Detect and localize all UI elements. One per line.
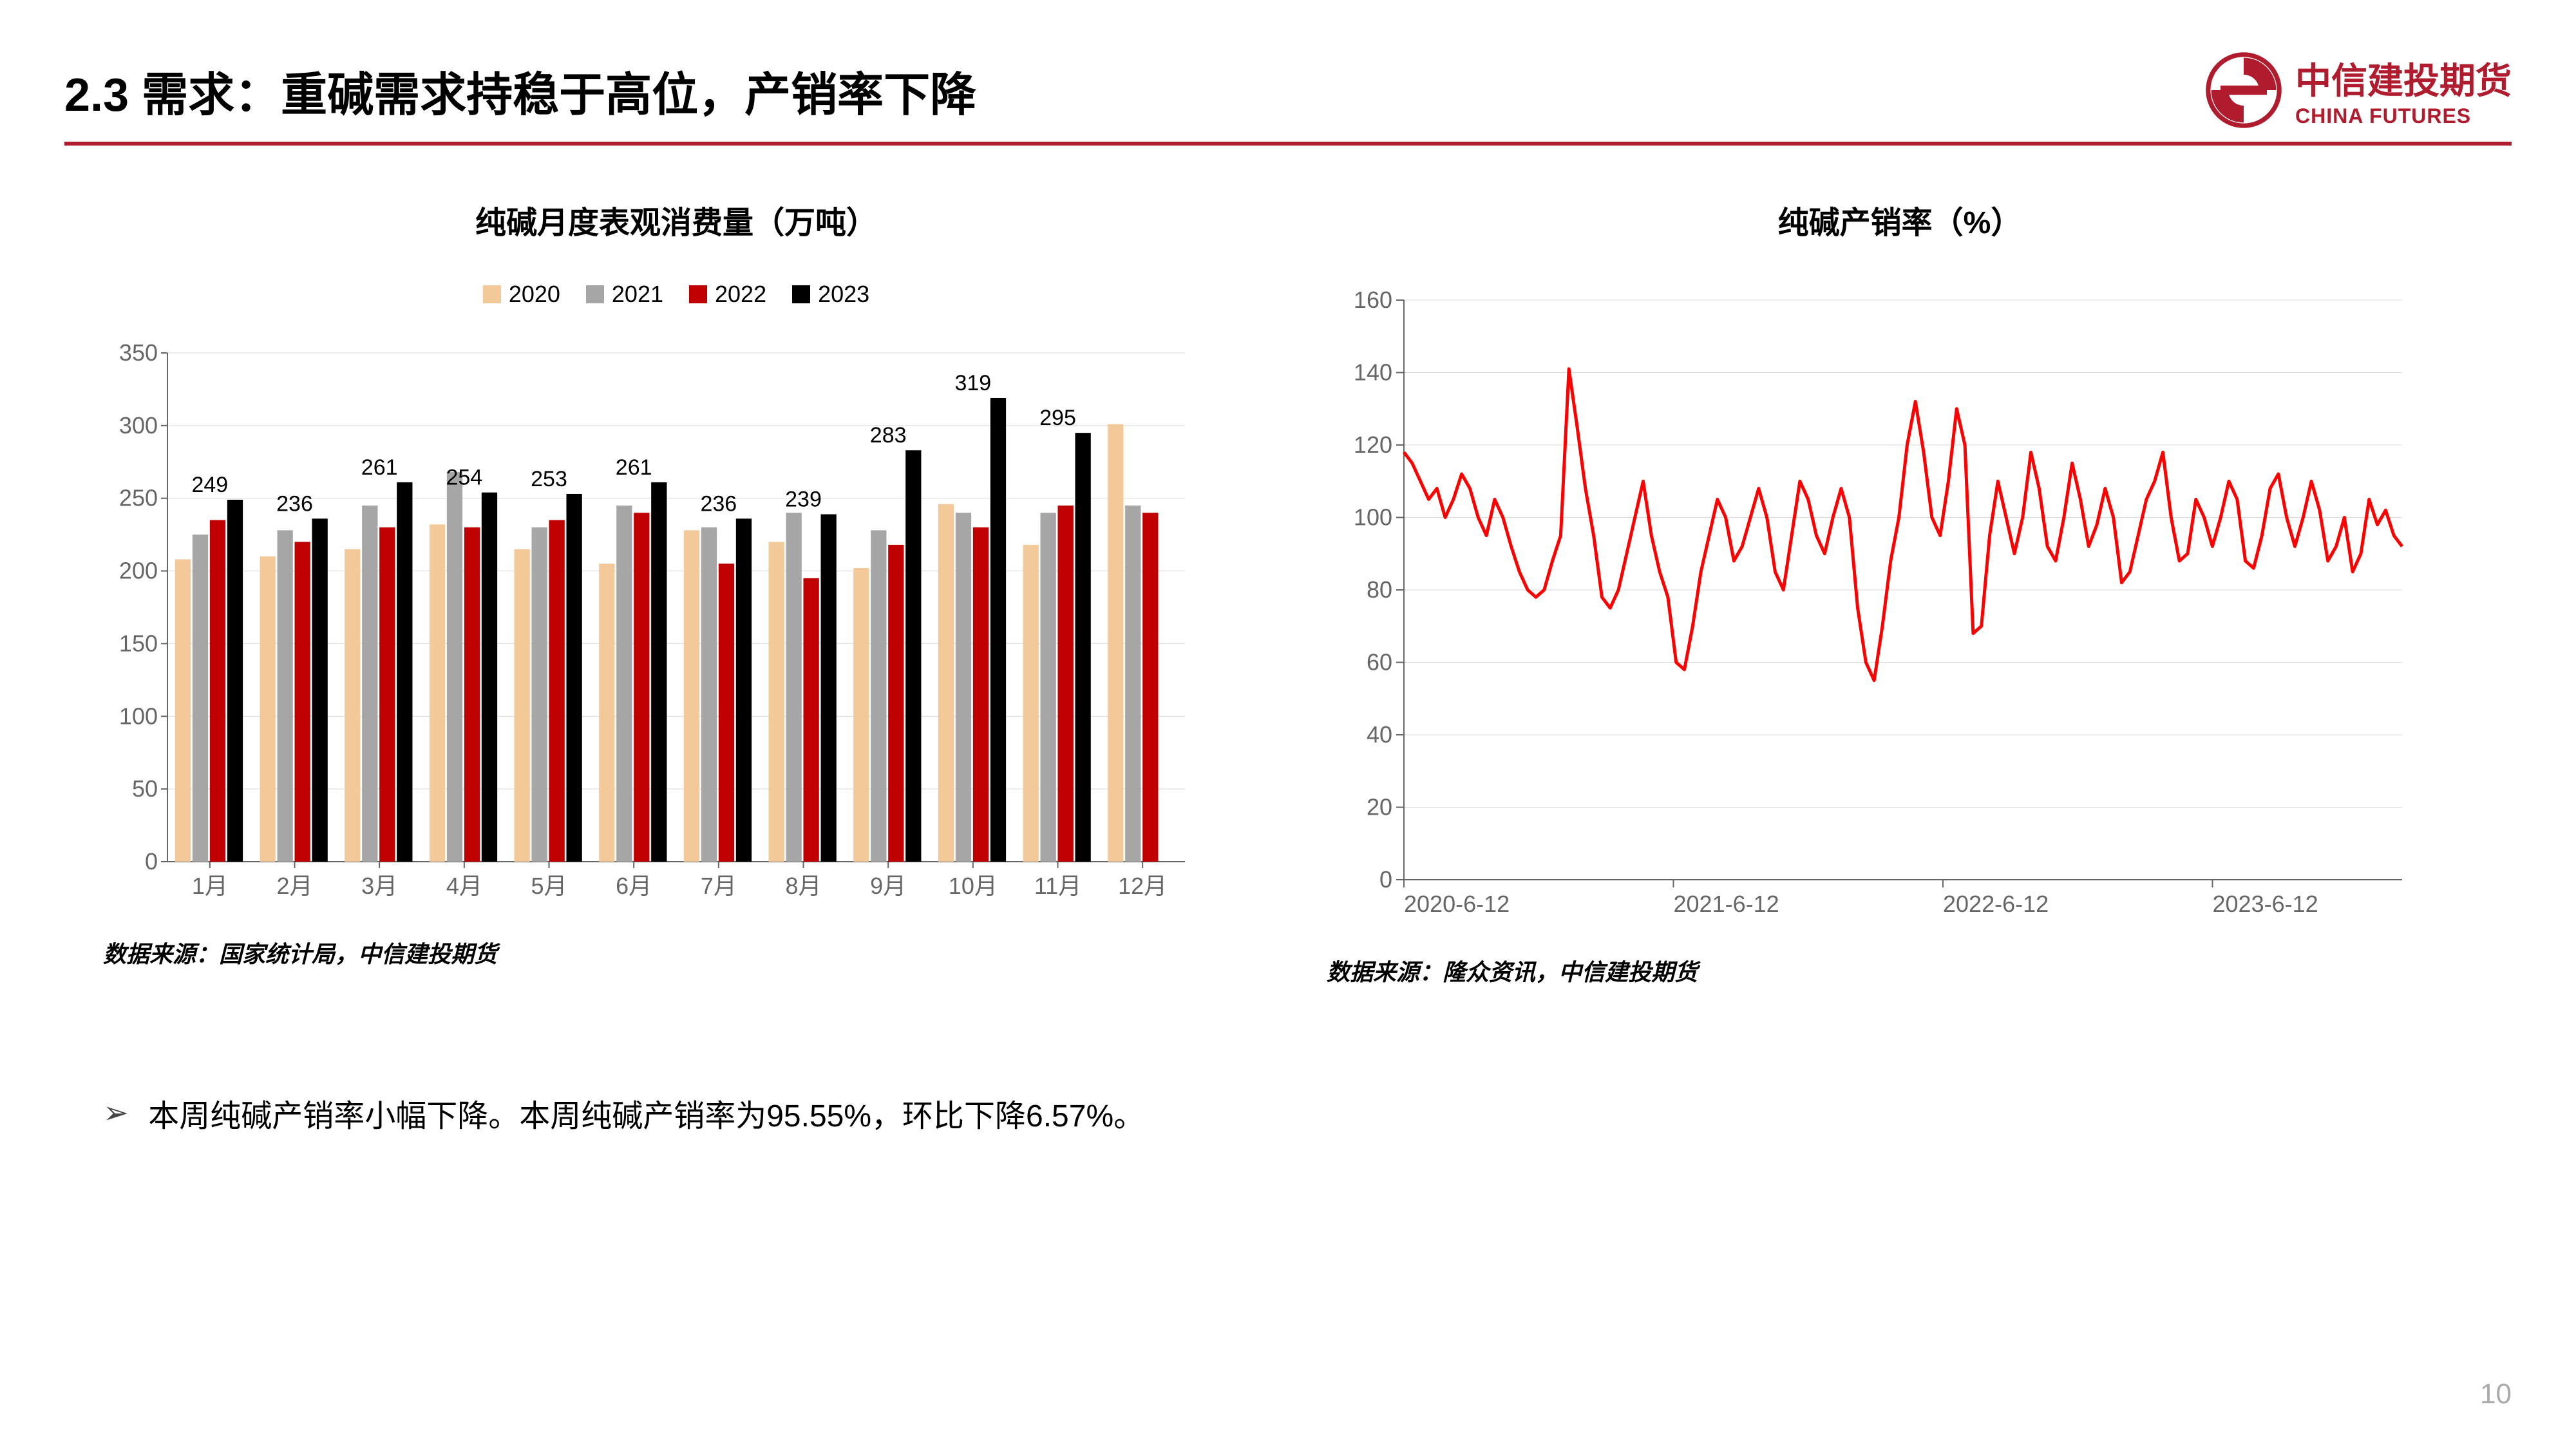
svg-text:160: 160: [1354, 287, 1392, 313]
svg-text:2021-6-12: 2021-6-12: [1674, 891, 1779, 917]
svg-text:2020-6-12: 2020-6-12: [1404, 891, 1510, 917]
svg-text:6月: 6月: [616, 873, 652, 899]
svg-text:200: 200: [119, 558, 158, 584]
svg-text:100: 100: [1354, 504, 1392, 531]
svg-text:350: 350: [119, 339, 158, 366]
svg-text:283: 283: [870, 423, 907, 448]
svg-text:11月: 11月: [1034, 873, 1081, 899]
svg-text:40: 40: [1367, 721, 1392, 748]
svg-text:8月: 8月: [785, 873, 821, 899]
bar-chart: 0 50 100 150 200 250 300 350 249 1月 236 2月 261 3月 254 4…: [103, 327, 1198, 907]
svg-text:261: 261: [616, 455, 652, 480]
divider: [64, 142, 2512, 146]
svg-text:254: 254: [446, 466, 482, 490]
page-title: 2.3 需求：重碱需求持稳于高位，产销率下降: [64, 57, 976, 124]
svg-text:120: 120: [1354, 431, 1392, 458]
svg-text:236: 236: [276, 491, 313, 516]
svg-text:5月: 5月: [531, 873, 567, 899]
svg-text:20: 20: [1367, 794, 1392, 820]
bullet-text: 本周纯碱产销率小幅下降。本周纯碱产销率为95.55%，环比下降6.57%。: [148, 1090, 1144, 1135]
bar-chart-panel: 纯碱月度表观消费量（万吨） 2020202120222023 0 50 100 150…: [103, 197, 1249, 987]
bar-chart-source: 数据来源：国家统计局，中信建投期货: [103, 936, 1249, 969]
svg-text:239: 239: [785, 488, 822, 512]
svg-text:3月: 3月: [361, 873, 397, 899]
logo: 中信建投期货 CHINA FUTURES: [2205, 52, 2512, 129]
svg-text:295: 295: [1039, 406, 1076, 430]
svg-text:60: 60: [1367, 649, 1392, 676]
bar-chart-legend: 2020202120222023: [103, 281, 1249, 308]
svg-text:2月: 2月: [276, 873, 312, 899]
svg-text:80: 80: [1367, 576, 1392, 603]
bullet-point: ➢ 本周纯碱产销率小幅下降。本周纯碱产销率为95.55%，环比下降6.57%。: [64, 1090, 2512, 1135]
svg-text:9月: 9月: [870, 873, 906, 899]
svg-text:10月: 10月: [949, 873, 998, 899]
svg-text:261: 261: [361, 455, 398, 480]
svg-text:12月: 12月: [1118, 873, 1167, 899]
svg-text:2022-6-12: 2022-6-12: [1943, 891, 2049, 917]
svg-text:50: 50: [132, 775, 158, 802]
line-chart: 0 20 40 60 80 100 120 140 160 2020-6-12 2021-6-12 2…: [1327, 281, 2421, 925]
svg-text:100: 100: [119, 703, 158, 729]
svg-text:1月: 1月: [192, 873, 228, 899]
svg-text:0: 0: [1379, 866, 1392, 893]
line-chart-panel: 纯碱产销率（%） 0 20 40 60 80 100 120 140 160 2020-6-12 2…: [1327, 197, 2473, 987]
page-number: 10: [2480, 1378, 2512, 1410]
logo-icon: [2205, 52, 2282, 129]
svg-text:150: 150: [119, 630, 158, 656]
svg-text:2023-6-12: 2023-6-12: [2213, 891, 2318, 917]
bullet-icon: ➢: [103, 1095, 129, 1131]
svg-text:4月: 4月: [446, 873, 482, 899]
logo-text-cn: 中信建投期货: [2295, 52, 2512, 104]
svg-text:319: 319: [954, 371, 991, 395]
line-chart-title: 纯碱产销率（%）: [1327, 197, 2473, 242]
svg-text:249: 249: [191, 473, 228, 497]
svg-text:300: 300: [119, 412, 158, 439]
line-chart-source: 数据来源：隆众资讯，中信建投期货: [1327, 954, 2473, 987]
svg-text:7月: 7月: [701, 873, 737, 899]
svg-text:253: 253: [531, 467, 567, 491]
svg-text:0: 0: [145, 848, 158, 875]
logo-text-en: CHINA FUTURES: [2295, 104, 2512, 128]
bar-chart-title: 纯碱月度表观消费量（万吨）: [103, 197, 1249, 242]
svg-text:140: 140: [1354, 359, 1392, 386]
svg-text:236: 236: [700, 491, 737, 516]
svg-text:250: 250: [119, 485, 158, 511]
